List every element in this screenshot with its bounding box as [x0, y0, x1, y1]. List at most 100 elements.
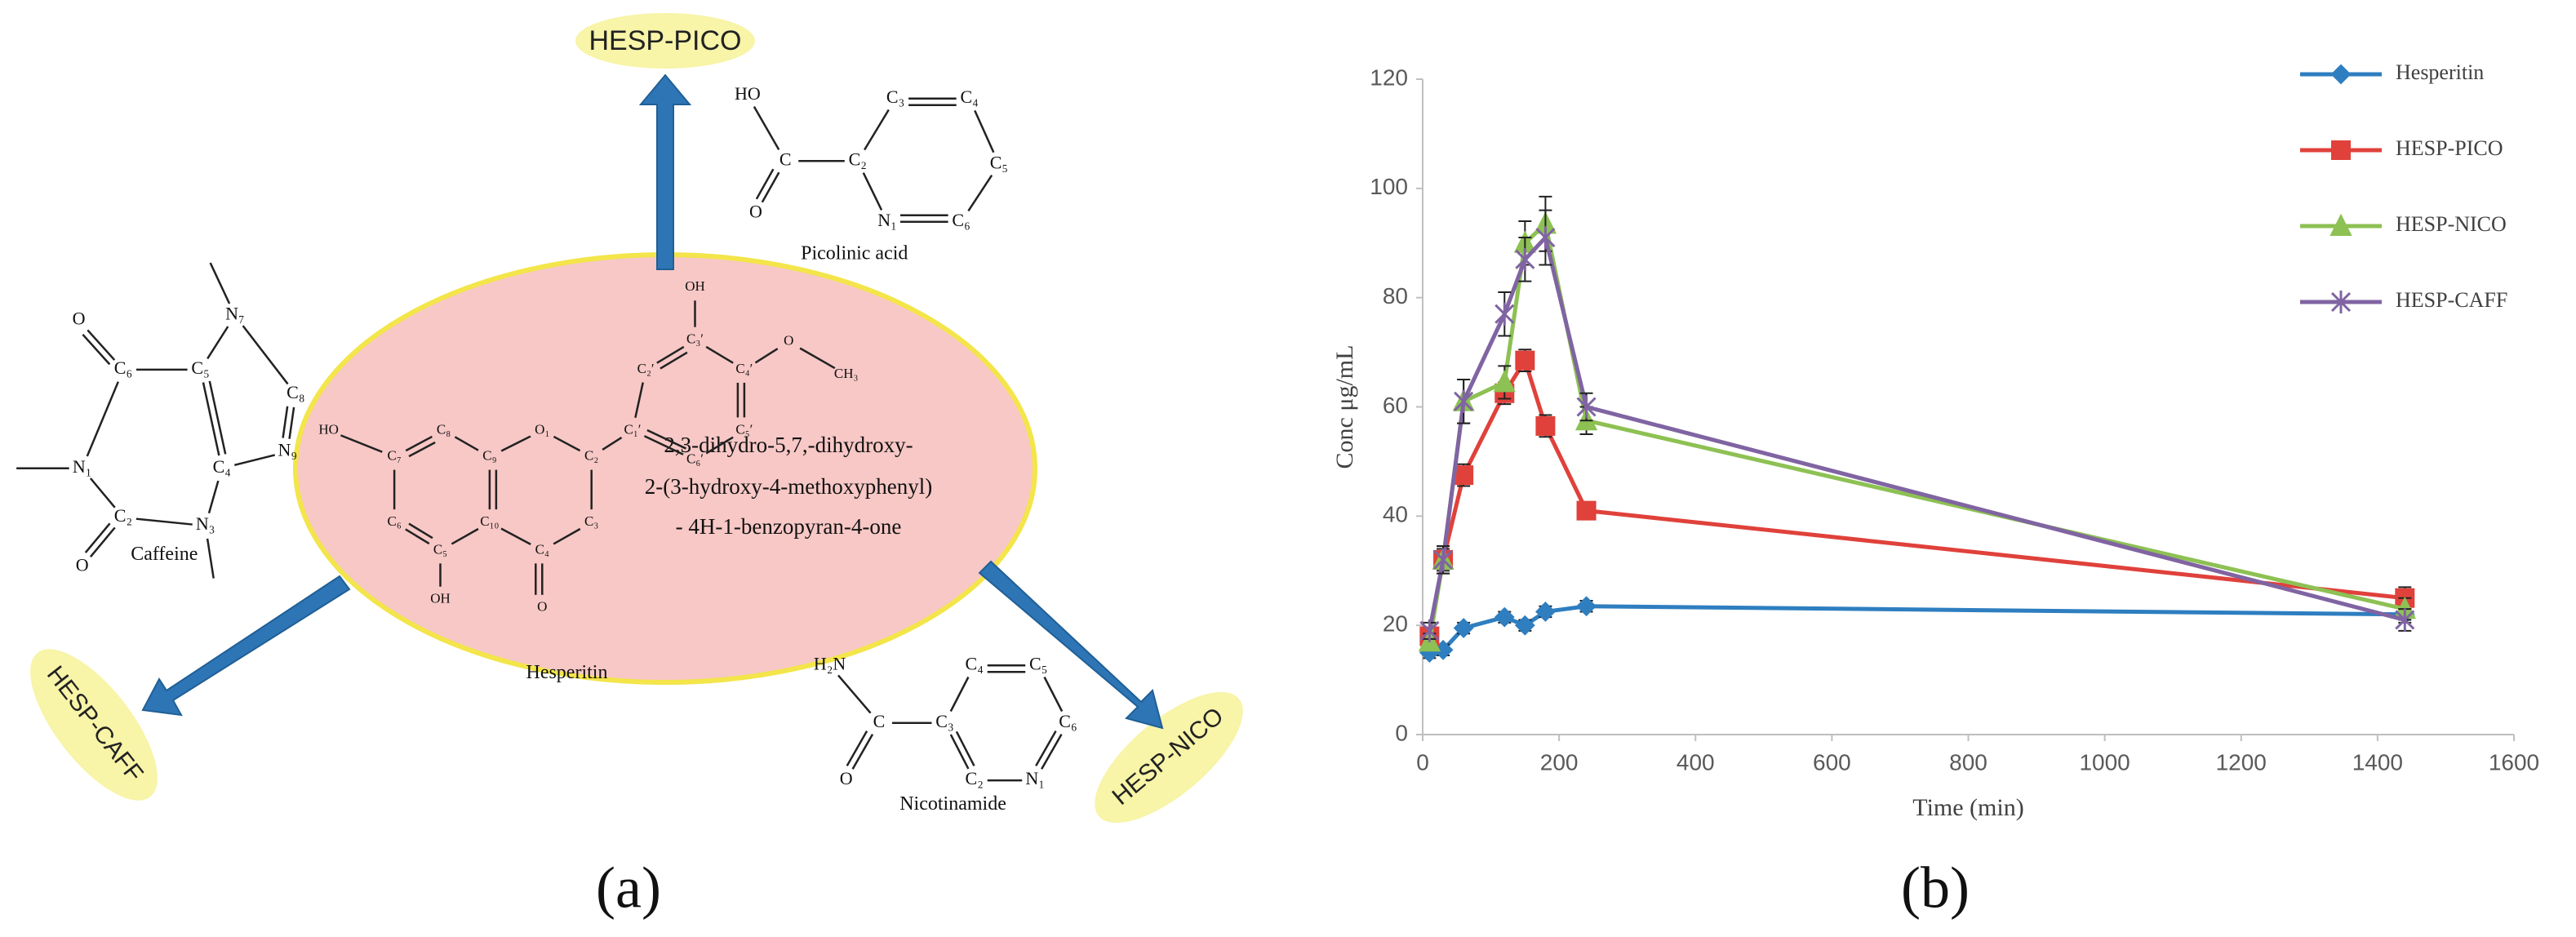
marker [2330, 64, 2352, 85]
bond [949, 676, 970, 713]
bond [1043, 676, 1064, 713]
marker [1494, 606, 1515, 628]
atom-label: O₁ [535, 421, 549, 437]
atom-label: C₁′ [624, 421, 642, 437]
bond [949, 734, 970, 770]
atom-label: C₅ [191, 357, 209, 378]
marker [1534, 602, 1556, 622]
x-tick-label: 1000 [2079, 749, 2130, 775]
atom-label: C₂ [966, 768, 984, 788]
atom-label: C₂ [114, 505, 132, 526]
atom-label: C₃ [886, 87, 904, 107]
marker [1495, 302, 1515, 326]
bond [282, 406, 289, 438]
target-bubble [1095, 691, 1243, 824]
y-tick-label: 0 [1395, 720, 1408, 745]
atom-label: C₇ [387, 448, 401, 464]
iupac-line: - 4H-1-benzopyran-4-one [676, 514, 902, 539]
atom-label: O [784, 333, 793, 349]
atom-label: C₁₀ [480, 513, 499, 529]
bond [405, 435, 433, 452]
arrow [141, 575, 351, 717]
bond [862, 172, 883, 211]
bond [643, 435, 684, 455]
bond [864, 109, 890, 151]
atom-label: C₈ [286, 382, 304, 402]
bond [208, 380, 227, 455]
x-tick-label: 600 [1813, 749, 1851, 775]
panel-label: (b) [1901, 855, 1970, 921]
atom-label: C₆ [952, 210, 970, 230]
marker [1576, 500, 1597, 521]
bond [242, 325, 289, 385]
bond [660, 351, 688, 370]
molecule-name: Hesperitin [526, 662, 607, 683]
arrow [978, 560, 1164, 730]
marker [2330, 291, 2352, 313]
legend-label: HESP-CAFF [2396, 288, 2507, 312]
bond [705, 436, 734, 455]
marker [1453, 618, 1474, 638]
molecule-name: Caffeine [131, 544, 198, 565]
atom-label: C [873, 711, 886, 731]
bond [408, 441, 436, 458]
bond [454, 436, 479, 451]
arrow [638, 73, 692, 270]
marker [1493, 370, 1516, 393]
bond [86, 381, 119, 457]
atom-label: OH [430, 591, 451, 606]
x-tick-label: 200 [1540, 749, 1579, 775]
bond [754, 348, 779, 364]
atom-label: O [537, 599, 547, 615]
hesperitin-ellipse [293, 252, 1037, 685]
marker [1515, 247, 1535, 271]
atom-label: C₃′ [686, 331, 704, 347]
bond [955, 731, 975, 766]
y-tick-label: 20 [1383, 611, 1408, 637]
atom-label: C₃ [935, 711, 953, 731]
atom-label: C₄′ [735, 361, 753, 376]
atom-label: N₃ [196, 513, 215, 534]
y-tick-label: 100 [1370, 174, 1408, 199]
marker [2395, 608, 2415, 632]
bond [82, 333, 111, 366]
x-tick-label: 1600 [2489, 749, 2539, 775]
bond [84, 522, 111, 553]
marker [1535, 226, 1556, 250]
marker [1514, 615, 1535, 636]
series-line [1427, 233, 2405, 632]
atom-label: C₄ [213, 456, 231, 477]
bond [602, 436, 623, 451]
atom-label: N₉ [278, 440, 297, 460]
marker [2331, 140, 2351, 160]
iupac-line: 2-(3-hydroxy-4-methoxyphenyl) [645, 474, 932, 499]
iupac-name: 2,3-dihydro-5,7,-dihydroxy- 2-(3-hydroxy… [645, 433, 932, 539]
marker [1535, 415, 1556, 436]
y-tick-label: 60 [1383, 393, 1408, 418]
bond [202, 382, 220, 456]
atom-label: N₇ [225, 304, 245, 324]
series-line [1427, 220, 2405, 642]
x-axis-label: Time (min) [1912, 794, 2023, 821]
marker [1515, 350, 1535, 371]
atom-label: C₄ [535, 541, 549, 557]
atom-label: C₉ [482, 448, 496, 464]
target-bubble [575, 13, 755, 69]
atom-label: O [840, 768, 853, 788]
bond [451, 527, 479, 545]
bond [799, 347, 836, 370]
bond [846, 731, 868, 766]
y-axis-label: Conc μg/mL [1331, 345, 1358, 469]
bond [135, 517, 193, 526]
bond [340, 434, 383, 453]
atom-label: C₂ [849, 149, 867, 169]
x-tick-label: 1400 [2352, 749, 2403, 775]
bond [753, 106, 780, 151]
molecule-name: Nicotinamide [899, 793, 1006, 815]
marker [1576, 395, 1597, 419]
bond [705, 345, 734, 364]
atom-label: H₂N [814, 653, 846, 673]
bond [408, 522, 433, 540]
bond [89, 477, 116, 508]
